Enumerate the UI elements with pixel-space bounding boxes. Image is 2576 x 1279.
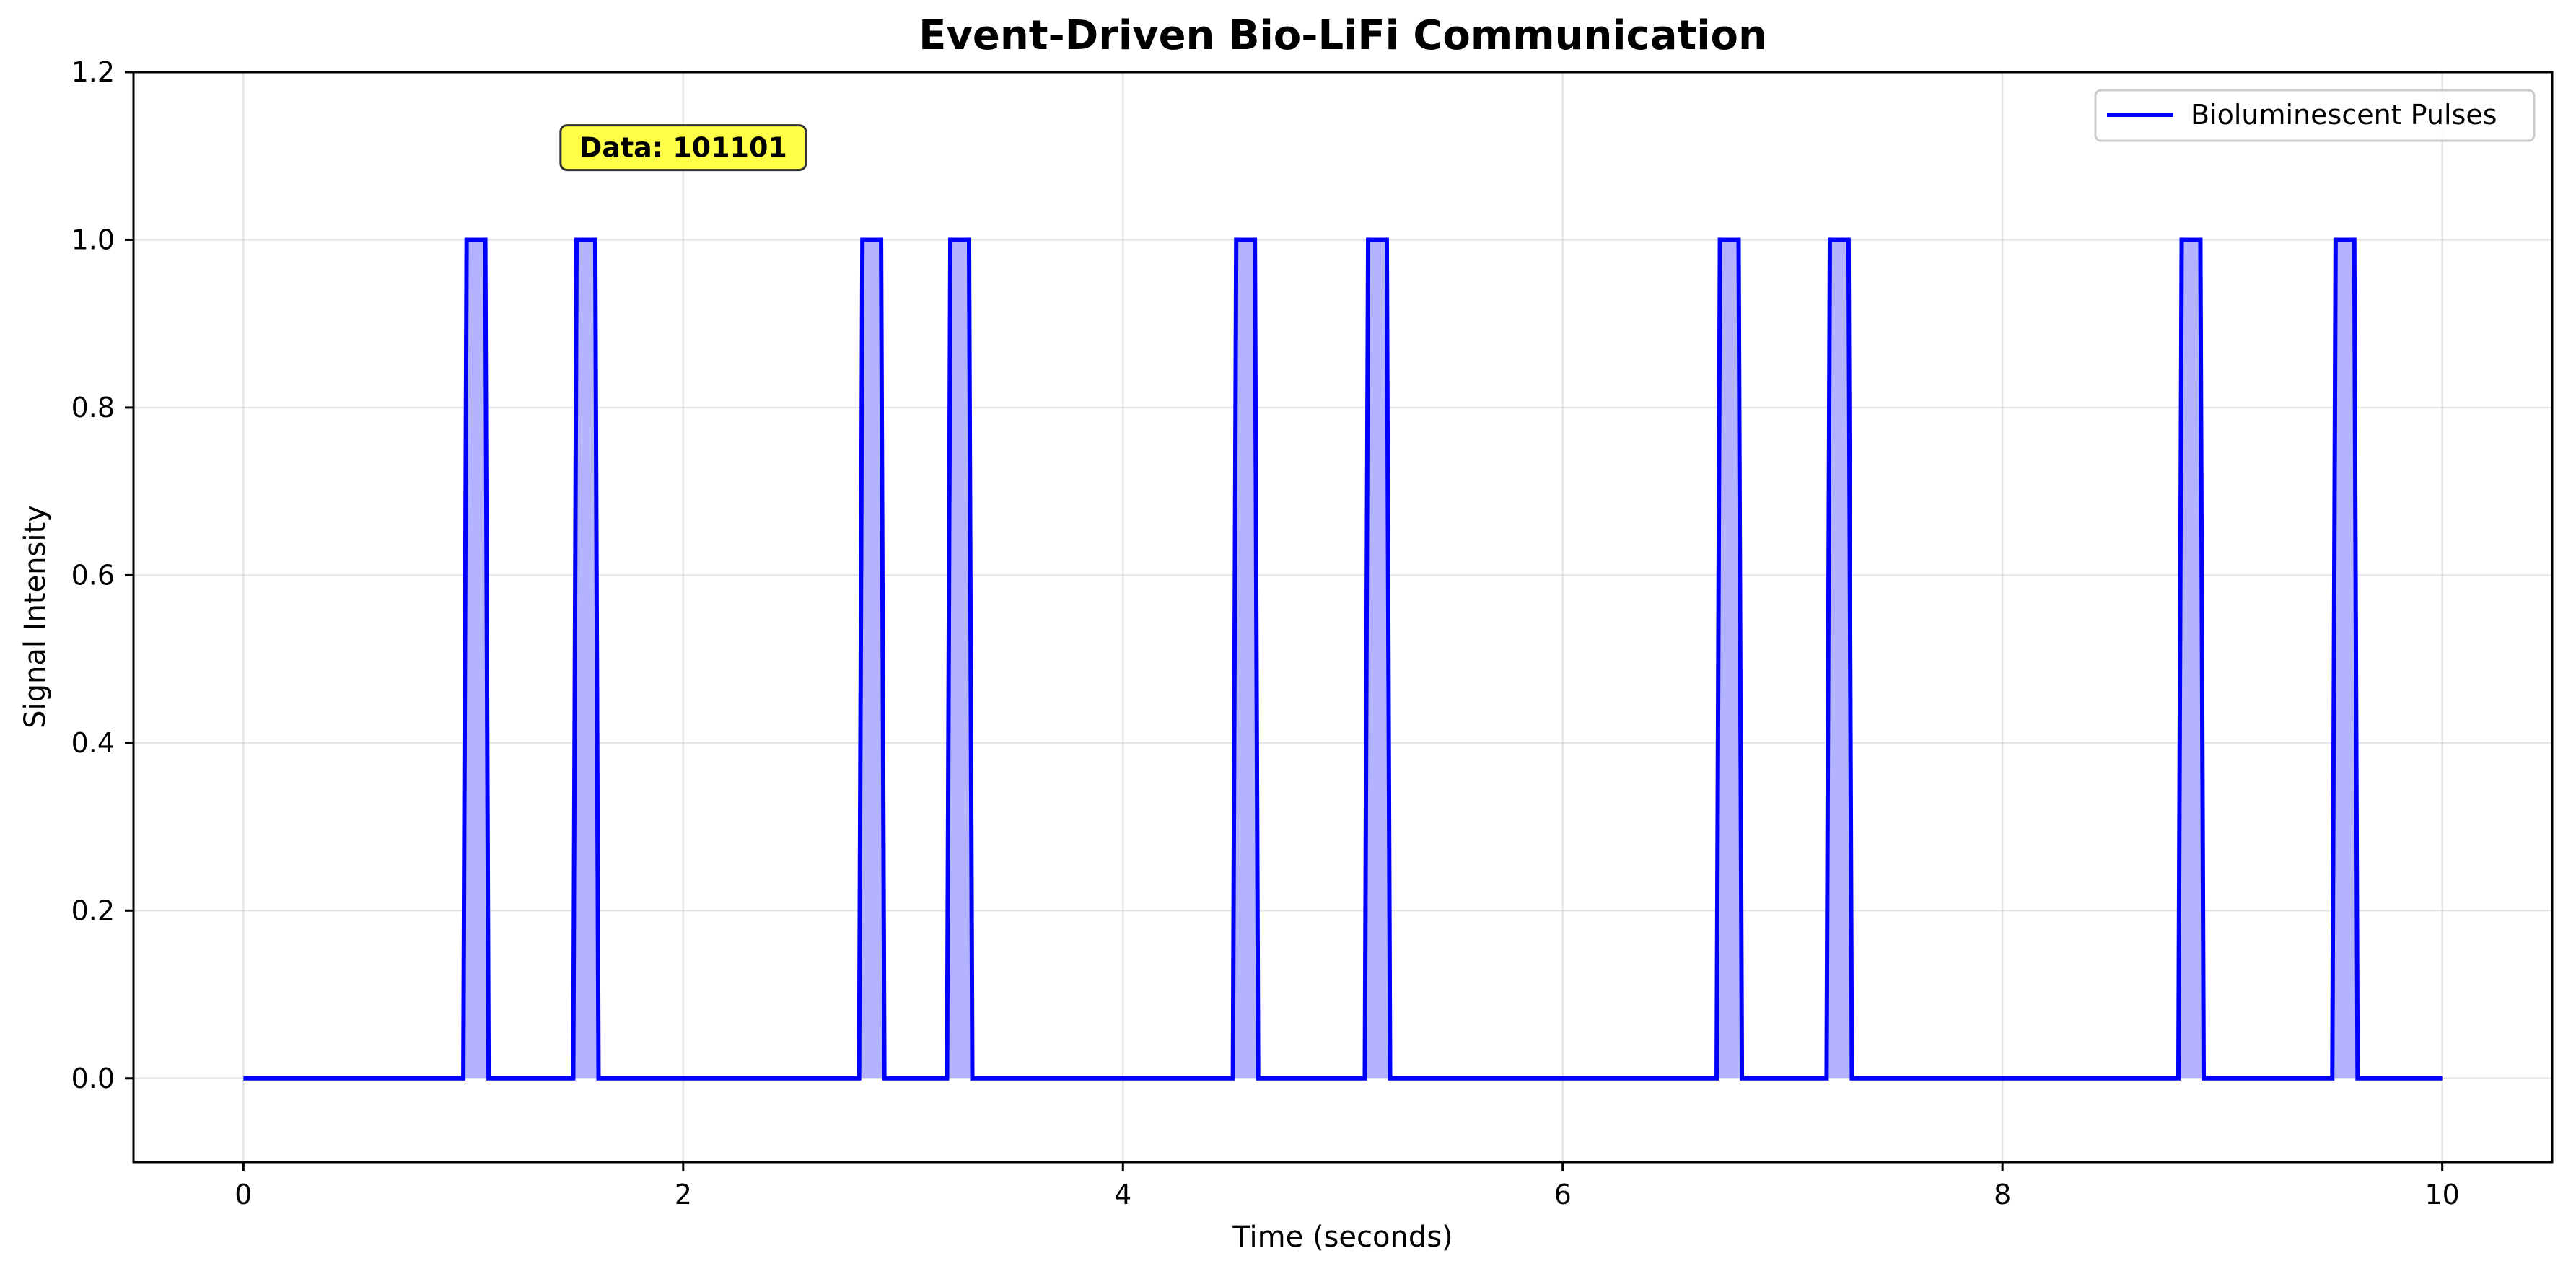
x-tick-label: 2: [675, 1179, 692, 1210]
legend-box: [2094, 89, 2536, 142]
x-axis-ticks: 0 2 4 6 8 10: [235, 1162, 2460, 1210]
chart-title: Event-Driven Bio-LiFi Communication: [919, 12, 1767, 59]
y-tick-label: 0.0: [71, 1063, 115, 1094]
pulse-fill: [1717, 239, 1743, 1078]
pulse-fill-layer: [463, 239, 2358, 1078]
x-axis-label: Time (seconds): [1232, 1221, 1453, 1254]
annotation-text: Data: 101101: [579, 132, 787, 164]
signal-line-layer: [243, 237, 2443, 1081]
pulse-fill: [1364, 239, 1390, 1078]
y-tick-label: 1.2: [71, 56, 115, 88]
y-tick-label: 1.0: [71, 224, 115, 255]
pulse-fill: [573, 239, 599, 1078]
pulse-fill: [463, 239, 489, 1078]
x-tick-label: 6: [1554, 1179, 1572, 1210]
y-axis-ticks: 0.0 0.2 0.4 0.6 0.8 1.0 1.2: [71, 56, 133, 1094]
annotation-box: [559, 124, 807, 172]
y-tick-label: 0.6: [71, 559, 115, 591]
y-tick-label: 0.8: [71, 392, 115, 423]
x-tick-label: 4: [1114, 1179, 1131, 1210]
y-tick-label: 0.2: [71, 895, 115, 926]
pulse-fill: [1232, 239, 1258, 1078]
pulse-fill: [1826, 239, 1852, 1078]
x-tick-label: 0: [235, 1179, 252, 1210]
y-tick-label: 0.4: [71, 727, 115, 759]
pulse-fill: [859, 239, 885, 1078]
legend-label: Bioluminescent Pulses: [2191, 99, 2497, 131]
plot-area-frame: [132, 71, 2554, 1164]
legend: Bioluminescent Pulses: [2094, 89, 2536, 142]
series-line-bioluminescent-pulses: [243, 237, 2443, 1081]
pulse-fill: [947, 239, 973, 1078]
y-axis-label: Signal Intensity: [19, 505, 52, 729]
data-annotation: Data: 101101: [559, 124, 807, 172]
x-tick-label: 8: [1994, 1179, 2011, 1210]
x-tick-label: 10: [2424, 1179, 2459, 1210]
pulse-fill: [2332, 239, 2358, 1078]
pulse-fill: [2178, 239, 2204, 1078]
